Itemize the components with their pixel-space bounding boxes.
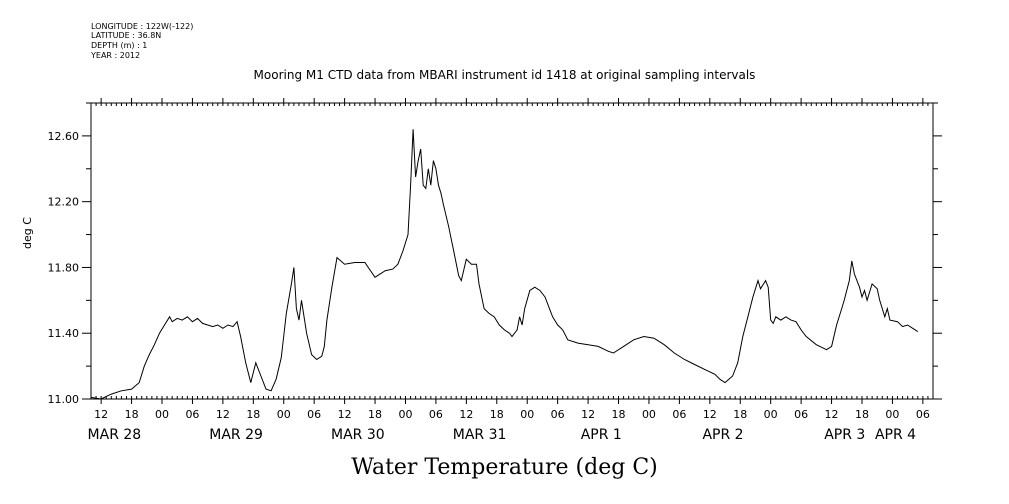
x-hour-label: 12 — [216, 408, 230, 421]
x-date-label: APR 4 — [875, 427, 916, 443]
x-hour-label: 12 — [825, 408, 839, 421]
x-hour-label: 12 — [338, 408, 352, 421]
x-hour-label: 00 — [398, 408, 412, 421]
year-text: YEAR : 2012 — [91, 51, 141, 60]
x-hour-label: 06 — [307, 408, 321, 421]
latitude-text: LATITUDE : 36.8N — [91, 31, 162, 40]
x-hour-label: 12 — [459, 408, 473, 421]
tick-labels: 12 18 00 06 12 18 00 06 12 18 00 06 12 18 00 06 12 18 00 06… — [48, 130, 930, 443]
x-hour-label: 18 — [490, 408, 504, 421]
y-tick-label: 11.80 — [48, 261, 80, 274]
x-hour-label: 06 — [551, 408, 565, 421]
x-hour-label: 06 — [916, 408, 930, 421]
depth-text: DEPTH (m) : 1 — [91, 41, 148, 50]
x-hour-label: 00 — [642, 408, 656, 421]
x-hour-label: 00 — [520, 408, 534, 421]
temperature-line — [90, 129, 919, 400]
x-hour-label: 00 — [885, 408, 899, 421]
x-hour-label: 06 — [429, 408, 443, 421]
x-hour-label: 00 — [155, 408, 169, 421]
x-date-label: APR 2 — [702, 427, 743, 443]
y-tick-label: 11.00 — [48, 393, 80, 406]
x-hour-label: 06 — [794, 408, 808, 421]
y-tick-label: 12.60 — [48, 130, 80, 143]
longitude-text: LONGITUDE : 122W(-122) — [91, 22, 194, 31]
chart-title: Mooring M1 CTD data from MBARI instrumen… — [253, 68, 756, 82]
x-date-label: MAR 30 — [331, 427, 385, 443]
x-date-label: MAR 28 — [88, 427, 142, 443]
x-axis-label: Water Temperature (deg C) — [351, 455, 658, 480]
x-hour-label: 12 — [703, 408, 717, 421]
y-tick-label: 12.20 — [48, 196, 80, 209]
x-hour-label: 18 — [612, 408, 626, 421]
axis-ticks — [82, 98, 942, 404]
x-hour-label: 00 — [764, 408, 778, 421]
x-hour-label: 18 — [125, 408, 139, 421]
x-date-label: APR 1 — [581, 427, 622, 443]
x-date-label: APR 3 — [824, 427, 865, 443]
x-hour-label: 12 — [94, 408, 108, 421]
x-hour-label: 18 — [246, 408, 260, 421]
x-hour-label: 18 — [855, 408, 869, 421]
x-hour-label: 06 — [185, 408, 199, 421]
x-hour-label: 00 — [277, 408, 291, 421]
x-hour-label: 06 — [672, 408, 686, 421]
x-date-label: MAR 29 — [209, 427, 263, 443]
plot-frame — [90, 102, 934, 400]
x-hour-label: 18 — [733, 408, 747, 421]
x-date-label: MAR 31 — [453, 427, 507, 443]
y-tick-label: 11.40 — [48, 327, 80, 340]
x-hour-label: 18 — [368, 408, 382, 421]
x-hour-label: 12 — [581, 408, 595, 421]
